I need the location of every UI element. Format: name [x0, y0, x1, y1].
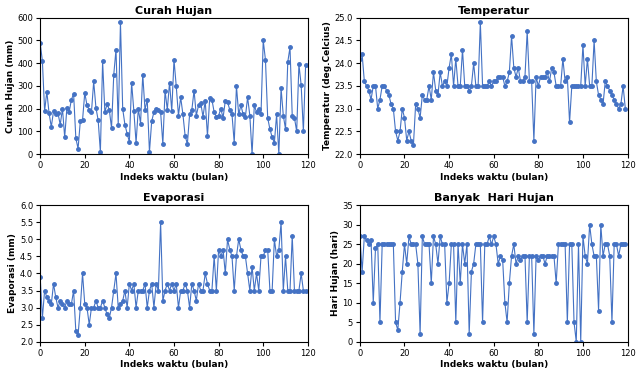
Title: Curah Hujan: Curah Hujan — [135, 6, 213, 15]
X-axis label: Indeks waktu (bulan): Indeks waktu (bulan) — [440, 173, 548, 182]
X-axis label: Indeks waktu (bulan): Indeks waktu (bulan) — [120, 360, 228, 369]
Y-axis label: Temperatur (deg.Celcius): Temperatur (deg.Celcius) — [322, 21, 331, 150]
X-axis label: Indeks waktu (bulan): Indeks waktu (bulan) — [440, 360, 548, 369]
Y-axis label: Evaporasi (mm): Evaporasi (mm) — [8, 234, 17, 314]
Title: Evaporasi: Evaporasi — [144, 193, 204, 203]
Y-axis label: Hari Hujan (hari): Hari Hujan (hari) — [331, 231, 340, 316]
Y-axis label: Curah Hujan (mm): Curah Hujan (mm) — [6, 39, 15, 133]
Title: Temperatur: Temperatur — [458, 6, 530, 15]
Title: Banyak  Hari Hujan: Banyak Hari Hujan — [434, 193, 554, 203]
X-axis label: Indeks waktu (bulan): Indeks waktu (bulan) — [120, 173, 228, 182]
